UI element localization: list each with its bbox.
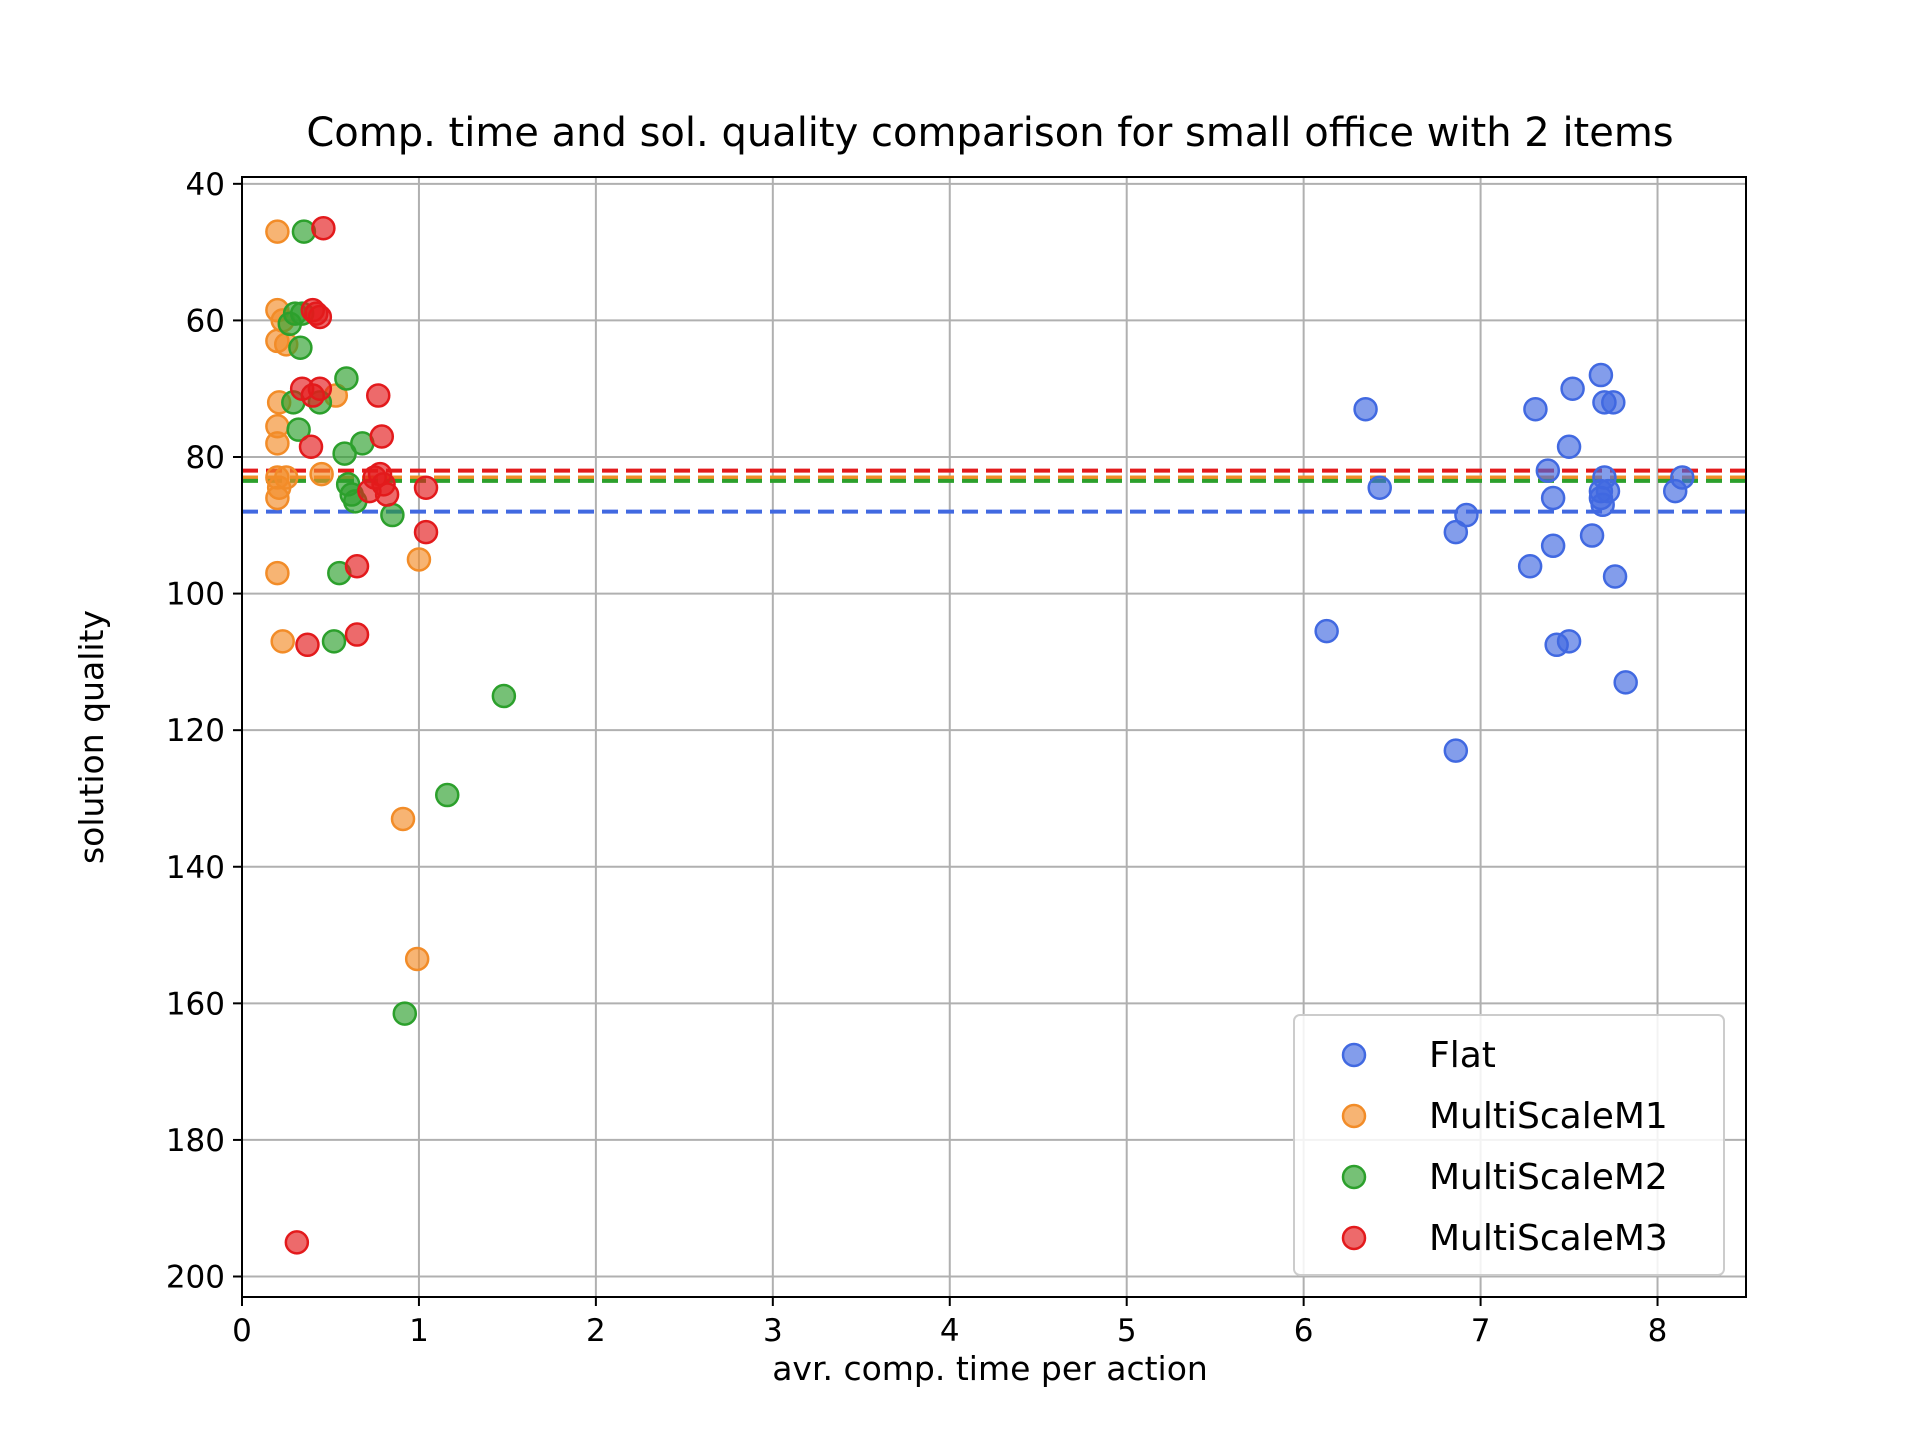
scatter-point-flat: [1540, 485, 1566, 511]
scatter-point-multiscalem3: [311, 215, 336, 241]
scatter-point-flat: [1613, 670, 1638, 695]
axes: 0 1 2 3 4 5 6 7 8 40 60 80 100 120 140 160 180 200: [166, 167, 1747, 1349]
scatter-point-multiscalem3: [369, 424, 395, 449]
legend-marker-flat: [1341, 1042, 1367, 1068]
scatter-point-multiscalem1: [309, 461, 334, 487]
scatter-point-multiscalem2: [435, 782, 460, 808]
scatter-point-flat: [1443, 738, 1469, 763]
scatter-point-multiscalem1: [265, 219, 290, 244]
scatter-point-multiscalem3: [344, 554, 370, 579]
scatter-point-multiscalem1: [270, 629, 295, 654]
scatter-point-multiscalem2: [380, 502, 405, 528]
scatter-point-multiscalem3: [284, 1230, 310, 1255]
y-tick-label: 120: [166, 713, 225, 749]
scatter-point-flat: [1601, 390, 1626, 415]
scatter-point-flat: [1535, 458, 1561, 483]
scatter-point-multiscalem1: [404, 946, 430, 972]
scatter-point-multiscalem3: [304, 301, 329, 326]
y-axis-title: solution quality: [72, 610, 111, 864]
y-tick-label: 40: [186, 167, 225, 203]
scatter-point-multiscalem1: [265, 431, 290, 456]
scatter-point-multiscalem3: [365, 383, 391, 408]
legend-marker-multiscalem3: [1341, 1225, 1367, 1251]
legend-label-multiscalem3: MultiScaleM3: [1429, 1218, 1668, 1259]
scatter-point-flat: [1556, 629, 1582, 654]
x-tick-label: 2: [586, 1313, 606, 1349]
scatter-point-flat: [1602, 564, 1628, 589]
legend: Flat MultiScaleM1 MultiScaleM2 MultiScaleM3: [1293, 1014, 1725, 1276]
scatter-point-multiscalem1: [265, 485, 290, 511]
scatter-point-flat: [1367, 475, 1392, 500]
legend-label-flat: Flat: [1429, 1035, 1496, 1076]
x-tick-label: 5: [1117, 1313, 1137, 1349]
x-tick-label: 0: [232, 1313, 252, 1349]
x-axis-title: avr. comp. time per action: [772, 1349, 1208, 1388]
scatter-point-multiscalem3: [374, 482, 400, 507]
scatter-point-multiscalem2: [491, 683, 517, 709]
y-tick-label: 180: [166, 1123, 225, 1159]
scatter-point-multiscalem2: [392, 1001, 418, 1026]
scatter-point-flat: [1353, 396, 1378, 422]
scatter-point-multiscalem3: [344, 622, 370, 647]
legend-label-multiscalem2: MultiScaleM2: [1429, 1157, 1668, 1198]
x-tick-label: 4: [940, 1313, 960, 1349]
scatter-point-multiscalem3: [295, 632, 320, 658]
x-tick-label: 6: [1294, 1313, 1314, 1349]
scatter-point-multiscalem3: [413, 475, 439, 500]
x-tick-label: 1: [409, 1313, 429, 1349]
scatter-point-multiscalem3: [413, 519, 439, 545]
scatter-point-multiscalem2: [286, 417, 311, 442]
scatter-point-multiscalem1: [273, 465, 299, 490]
y-tick-label: 140: [166, 850, 225, 886]
scatter-point-multiscalem2: [334, 366, 359, 391]
scatter-point-flat: [1523, 396, 1548, 422]
grid-lines: [241, 177, 1746, 1297]
x-tick-label: 7: [1471, 1313, 1491, 1349]
scatter-point-multiscalem2: [288, 335, 313, 360]
scatter-point-flat: [1314, 618, 1339, 644]
scatter-point-multiscalem3: [307, 376, 333, 401]
y-tick-label: 100: [166, 577, 225, 613]
scatter-point-flat: [1579, 523, 1605, 548]
chart-title: Comp. time and sol. quality comparison f…: [306, 110, 1673, 156]
scatter-point-flat: [1670, 465, 1695, 490]
mean-lines: [242, 468, 1746, 514]
scatter-point-flat: [1454, 502, 1479, 528]
y-tick-label: 80: [186, 440, 225, 476]
x-tick-label: 3: [763, 1313, 783, 1349]
scatter-point-multiscalem1: [265, 560, 290, 586]
plot-frame: [241, 176, 1747, 1298]
legend-marker-multiscalem1: [1341, 1103, 1367, 1129]
legend-label-multiscalem1: MultiScaleM1: [1429, 1096, 1668, 1137]
legend-box: [1293, 1014, 1725, 1276]
scatter-point-multiscalem1: [390, 806, 416, 832]
y-tick-label: 160: [166, 986, 225, 1022]
scatter-point-flat: [1517, 554, 1543, 579]
scatter-point-flat: [1556, 434, 1582, 460]
scatter-point-flat: [1588, 362, 1614, 388]
x-tick-label: 8: [1648, 1313, 1668, 1349]
scatter-point-flat: [1540, 533, 1566, 559]
scatter-point-multiscalem2: [321, 629, 347, 654]
y-tick-label: 200: [166, 1260, 225, 1296]
scatter-point-flat: [1560, 376, 1585, 401]
legend-marker-multiscalem2: [1341, 1164, 1367, 1190]
scatter-point-multiscalem3: [298, 434, 324, 460]
scatter-point-flat: [1595, 478, 1621, 504]
scatter-point-multiscalem1: [406, 547, 432, 572]
y-tick-label: 60: [186, 303, 225, 339]
data-points: [265, 215, 1695, 1255]
